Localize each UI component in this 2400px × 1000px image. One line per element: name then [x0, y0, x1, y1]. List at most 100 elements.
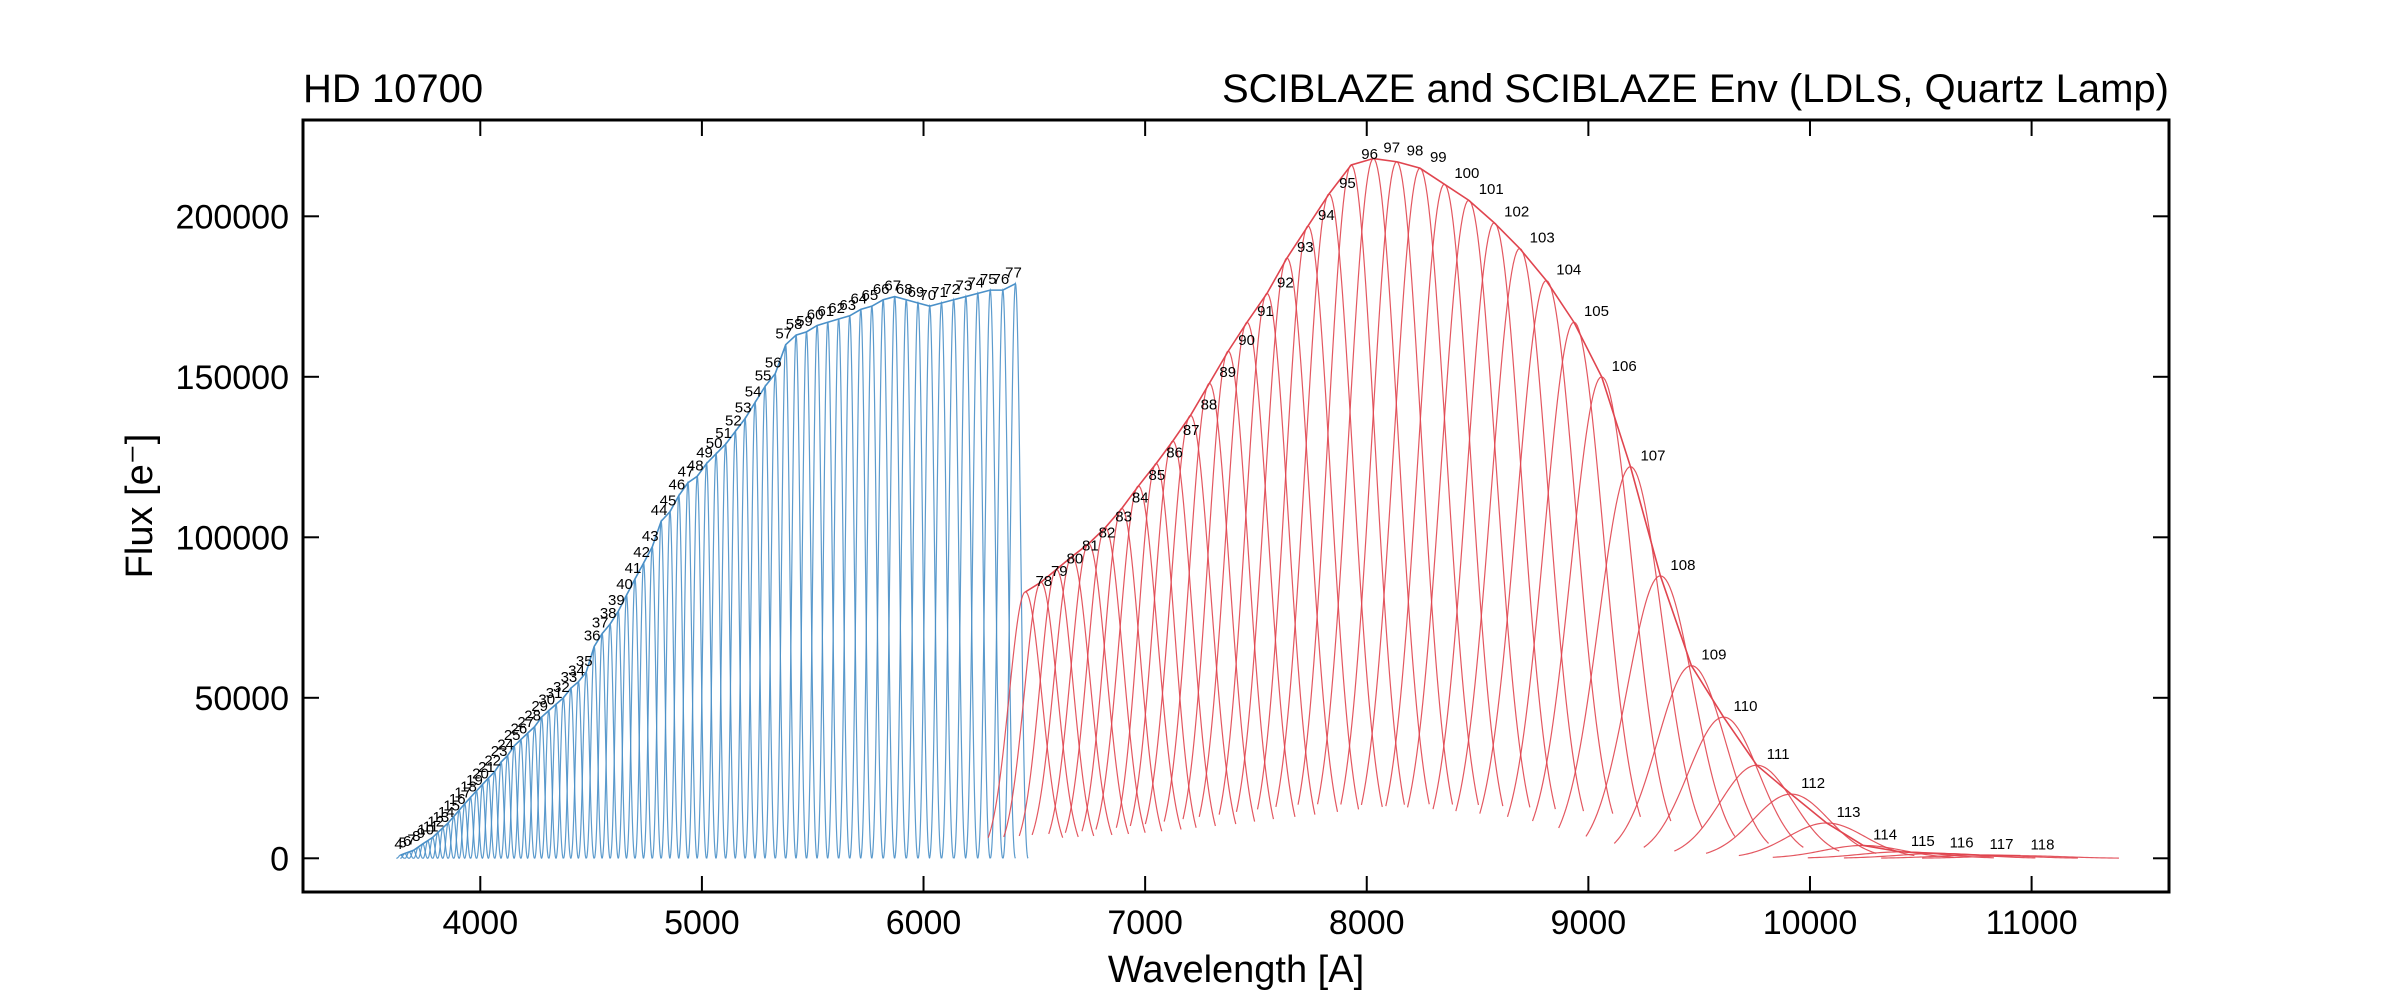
x-axis-label: Wavelength [A]: [1108, 949, 1364, 991]
order-label: 65: [862, 287, 879, 304]
order-label: 35: [576, 653, 593, 670]
order-label: 101: [1479, 181, 1504, 198]
order-label: 49: [696, 444, 713, 461]
order-curve: [1316, 157, 1430, 805]
order-label: 18: [460, 778, 477, 795]
order-label: 77: [1005, 265, 1022, 282]
order-label: 50: [706, 435, 723, 452]
order-label: 47: [678, 464, 695, 481]
order-label: 20: [472, 765, 489, 782]
order-label: 58: [786, 316, 803, 333]
order-curve: [785, 334, 807, 859]
order-label: 99: [1430, 149, 1447, 166]
order-label: 63: [839, 297, 856, 314]
order-curve: [860, 306, 884, 859]
order-curve: [806, 325, 829, 859]
order-label: 67: [884, 278, 901, 295]
order-label: 33: [561, 669, 578, 686]
y-tick-label: 50000: [194, 680, 289, 718]
order-label: 40: [616, 576, 633, 593]
order-label: 37: [592, 615, 609, 632]
order-curve: [827, 318, 851, 859]
order-label: 34: [568, 663, 585, 680]
order-curve: [1297, 164, 1406, 805]
order-label: 118: [2031, 837, 2055, 854]
x-tick-label: 4000: [442, 904, 518, 942]
plot-area: 4567891011121314151617181920212223242526…: [394, 140, 2119, 859]
envelope: [400, 282, 1016, 856]
order-label: 74: [967, 274, 984, 291]
order-curve: [871, 299, 896, 859]
order-label: 110: [1734, 698, 1758, 715]
order-curve: [941, 297, 967, 859]
y-axis-label: Flux [e⁻]: [119, 434, 161, 579]
order-label: 66: [873, 281, 890, 298]
order-label: 41: [625, 560, 642, 577]
order-label: 42: [633, 544, 650, 561]
order-label: 11: [423, 818, 439, 835]
order-curve: [795, 331, 818, 859]
order-label: 87: [1183, 422, 1200, 439]
order-label: 24: [497, 737, 514, 754]
order-label: 107: [1640, 448, 1665, 465]
order-label: 114: [1873, 826, 1897, 843]
order-label: 53: [735, 400, 752, 417]
x-tick-label: 10000: [1763, 904, 1858, 942]
order-label: 97: [1383, 140, 1400, 157]
order-label: 102: [1504, 204, 1529, 221]
order-curve: [1613, 665, 1769, 844]
order-curve: [953, 294, 979, 859]
order-label: 10: [417, 822, 434, 839]
envelope: [1025, 157, 2021, 857]
order-label: 105: [1584, 303, 1609, 320]
order-curve: [678, 480, 698, 859]
order-curve: [838, 315, 862, 859]
order-label: 52: [725, 412, 742, 429]
order-label: 17: [454, 785, 471, 802]
order-label: 21: [478, 759, 495, 776]
order-curve: [816, 322, 840, 859]
y-tick-label: 200000: [176, 198, 289, 236]
order-label: 61: [817, 303, 834, 320]
order-curve: [774, 344, 797, 859]
order-label: 106: [1612, 358, 1637, 375]
order-label: 22: [484, 753, 501, 770]
order-label: 23: [491, 743, 508, 760]
order-label: 83: [1115, 509, 1132, 526]
order-label: 100: [1454, 165, 1479, 182]
order-label: 14: [438, 804, 455, 821]
order-label: 117: [1990, 836, 2014, 853]
x-tick-label: 11000: [1986, 904, 2078, 942]
order-label: 8: [412, 828, 420, 845]
order-label: 43: [642, 528, 659, 545]
order-label: 98: [1407, 143, 1424, 160]
y-tick-label: 100000: [176, 519, 289, 557]
order-label: 62: [828, 300, 845, 317]
x-tick-label: 5000: [664, 904, 740, 942]
order-curve: [964, 291, 991, 859]
order-label: 109: [1701, 647, 1726, 664]
order-label: 46: [669, 477, 686, 494]
order-curve: [849, 309, 873, 859]
order-label: 90: [1238, 332, 1255, 349]
order-label: 96: [1361, 146, 1378, 163]
order-label: 113: [1837, 804, 1861, 821]
order-label: 78: [1035, 573, 1052, 590]
order-label: 51: [715, 425, 732, 442]
order-label: 44: [651, 502, 668, 519]
order-label: 86: [1166, 444, 1183, 461]
x-tick-label: 8000: [1329, 904, 1405, 942]
order-label: 103: [1530, 229, 1555, 246]
order-label: 7: [407, 831, 415, 848]
order-label: 70: [919, 287, 936, 304]
order-label: 54: [745, 383, 762, 400]
order-label: 57: [775, 326, 792, 343]
order-label: 76: [993, 271, 1010, 288]
order-label: 26: [511, 721, 528, 738]
order-label: 6: [403, 833, 411, 850]
order-label: 68: [896, 281, 913, 298]
order-label: 85: [1148, 467, 1165, 484]
order-label: 28: [524, 708, 541, 725]
order-label: 56: [765, 355, 782, 372]
